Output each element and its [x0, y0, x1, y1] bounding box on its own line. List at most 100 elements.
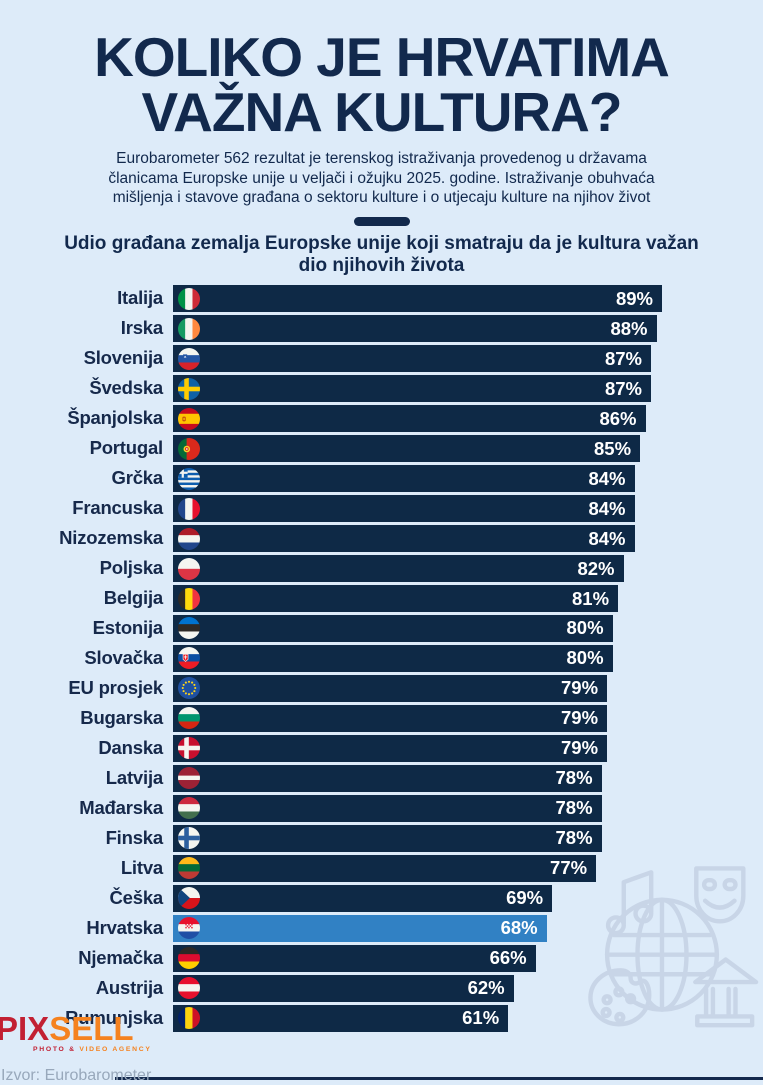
flag-italy-icon — [178, 287, 200, 310]
bar-value-label: 78% — [555, 827, 593, 849]
bar-track: 61% — [173, 1004, 662, 1032]
bar-track: 84% — [173, 465, 662, 492]
flag-eu-icon — [178, 677, 200, 700]
bar-value-label: 66% — [489, 947, 527, 969]
chart-row: Finska 78% — [7, 825, 763, 852]
bar-value-label: 79% — [561, 737, 599, 759]
country-label: Slovačka — [84, 647, 163, 669]
culture-illustration — [563, 844, 759, 1032]
flag-latvia-icon — [178, 767, 200, 790]
bar-value-label: 85% — [594, 437, 632, 459]
bar-value-label: 78% — [555, 767, 593, 789]
country-label: Latvija — [105, 767, 163, 789]
chart-row: Belgija 81% — [7, 585, 763, 612]
country-label: Portugal — [89, 437, 164, 459]
chart-row: Hrvatska 68% — [7, 915, 763, 942]
bar-track: 85% — [173, 435, 662, 462]
country-label: Njemačka — [78, 947, 163, 969]
chart-row: Mađarska 78% — [7, 795, 763, 822]
music-note-icon — [605, 870, 654, 936]
country-label: Hrvatska — [86, 917, 163, 939]
country-bar: 61% — [173, 1004, 509, 1032]
country-bar: 87% — [173, 375, 651, 402]
country-label: Belgija — [103, 587, 163, 609]
bar-value-label: 88% — [610, 317, 648, 339]
flag-germany-icon — [178, 947, 200, 970]
bar-chart: Italija 89% Irska 88% Slovenija 87% Švedska 87%… — [7, 285, 763, 1032]
country-label: Rumunjska — [65, 1006, 163, 1028]
chart-row: Latvija 78% — [7, 765, 763, 792]
bar-value-label: 77% — [550, 857, 588, 879]
bar-value-label: 84% — [588, 497, 626, 519]
bar-value-label: 86% — [599, 407, 637, 429]
paint-palette-icon — [588, 968, 652, 1027]
bar-track: 78% — [173, 795, 662, 822]
country-label: Francuska — [72, 497, 163, 519]
title-line-1: KOLIKO JE HRVATIMA — [94, 26, 670, 88]
bar-value-label: 80% — [566, 647, 604, 669]
country-bar: 86% — [173, 405, 646, 432]
country-label: Grčka — [111, 467, 164, 489]
logo-tagline: PHOTO & VIDEO AGENCY — [33, 1046, 152, 1054]
country-label: Austrija — [95, 977, 163, 998]
flag-croatia-icon — [178, 917, 200, 940]
country-label: Švedska — [89, 377, 163, 399]
bar-value-label: 87% — [604, 377, 642, 399]
chart-row: Francuska 84% — [7, 495, 763, 522]
bar-track: 84% — [173, 495, 662, 522]
country-bar: 87% — [173, 345, 651, 372]
bar-track: 87% — [173, 375, 662, 402]
title-line-2: VAŽNA KULTURA? — [141, 81, 623, 143]
country-label: Irska — [120, 317, 163, 339]
country-bar: 79% — [173, 735, 608, 762]
flag-greece-icon — [178, 467, 200, 490]
country-label: Nizozemska — [59, 527, 163, 549]
bar-track: 77% — [173, 855, 662, 882]
bar-track: 88% — [173, 315, 662, 342]
country-bar: 62% — [173, 975, 514, 1002]
intro-text: Eurobarometer 562 rezultat je terenskog … — [108, 150, 655, 207]
bar-track: 80% — [173, 615, 662, 642]
flag-portugal-icon — [178, 437, 200, 460]
flag-poland-icon — [178, 557, 200, 580]
flag-netherlands-icon — [178, 527, 200, 550]
header: KOLIKO JE HRVATIMA VAŽNA KULTURA? Euroba… — [0, 0, 763, 277]
flag-bulgaria-icon — [178, 707, 200, 730]
chart-row: Irska 88% — [7, 315, 763, 342]
country-bar: 66% — [173, 945, 536, 972]
country-label: Španjolska — [67, 407, 163, 429]
bar-value-label: 80% — [566, 617, 604, 639]
flag-slovakia-icon — [178, 647, 200, 670]
pixsell-logo: PIXSELL PHOTO & VIDEO AGENCY — [0, 1012, 152, 1054]
chart-row: Nizozemska 84% — [7, 525, 763, 552]
bar-value-label: 78% — [555, 797, 593, 819]
highlighted-country-bar: 68% — [173, 915, 547, 942]
country-bar: 84% — [173, 525, 635, 552]
bar-value-label: 62% — [467, 977, 505, 999]
bar-track: 82% — [173, 555, 662, 582]
flag-denmark-icon — [178, 737, 200, 760]
theater-mask-icon — [694, 866, 746, 924]
flag-hungary-icon — [178, 797, 200, 820]
bar-track: 87% — [173, 345, 662, 372]
chart-row: Bugarska 79% — [7, 705, 763, 732]
bar-track: 78% — [173, 825, 662, 852]
chart-row: Slovenija 87% — [7, 345, 763, 372]
bar-value-label: 89% — [615, 287, 653, 309]
bar-value-label: 69% — [506, 887, 544, 909]
flag-ireland-icon — [178, 317, 200, 340]
chart-row: EU prosjek 79% — [7, 675, 763, 702]
bar-track: 69% — [173, 885, 662, 912]
flag-finland-icon — [178, 827, 200, 850]
country-bar: 78% — [173, 765, 602, 792]
country-label: Estonija — [92, 617, 164, 639]
chart-row: Estonija 80% — [7, 615, 763, 642]
country-bar: 77% — [173, 855, 597, 882]
bar-track: 62% — [173, 975, 662, 1002]
bar-value-label: 82% — [577, 557, 615, 579]
flag-belgium-icon — [178, 587, 200, 610]
chart-row: Španjolska 86% — [7, 405, 763, 432]
country-bar: 88% — [173, 315, 657, 342]
flag-france-icon — [178, 497, 200, 520]
source-credit: Izvor: Eurobarometer — [1, 1067, 152, 1084]
